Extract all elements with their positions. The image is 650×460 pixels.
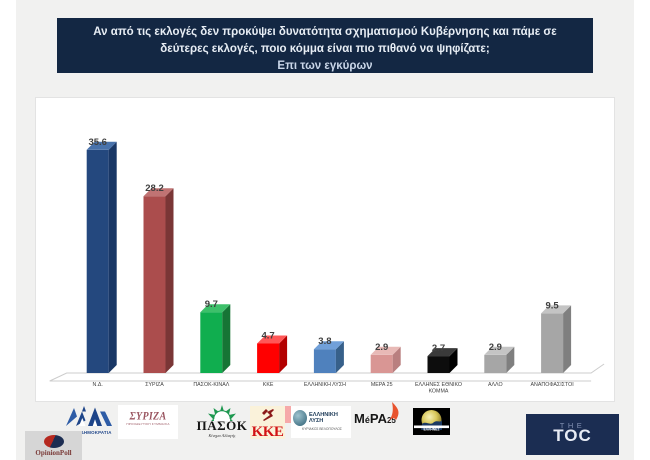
svg-text:2.9: 2.9 (489, 342, 502, 353)
svg-text:ΜΕΡΑ 25: ΜΕΡΑ 25 (371, 382, 393, 388)
svg-text:2.7: 2.7 (432, 343, 445, 354)
svg-text:35.6: 35.6 (88, 137, 107, 148)
svg-text:Ν.Δ.: Ν.Δ. (93, 382, 103, 388)
svg-text:ΕΛΛΗΝΙΚΗ ΛΥΣΗ: ΕΛΛΗΝΙΚΗ ΛΥΣΗ (304, 382, 346, 388)
svg-text:4.7: 4.7 (261, 331, 274, 342)
svg-text:ΕΛΛΗΝΕΣ ΕΘΝΙΚΟ: ΕΛΛΗΝΕΣ ΕΘΝΙΚΟ (415, 382, 462, 388)
svg-text:ΕΛΛΗΝΕΣ: ΕΛΛΗΝΕΣ (424, 428, 440, 432)
svg-text:ΚΚΕ: ΚΚΕ (263, 382, 274, 388)
svg-text:28.2: 28.2 (145, 183, 164, 194)
svg-text:ΑΛΛΟ: ΑΛΛΟ (488, 382, 503, 388)
svg-text:ΚΟΜΜΑ: ΚΟΜΜΑ (429, 389, 449, 395)
svg-text:9.5: 9.5 (545, 300, 559, 311)
svg-text:2.9: 2.9 (375, 342, 388, 353)
svg-text:ΑΝΑΠΟΦΑΣΙΣΤΟΙ: ΑΝΑΠΟΦΑΣΙΣΤΟΙ (530, 382, 573, 388)
svg-text:3.8: 3.8 (318, 336, 331, 347)
svg-text:9.7: 9.7 (205, 299, 218, 310)
svg-text:ΣΥΡΙΖΑ: ΣΥΡΙΖΑ (145, 382, 164, 388)
svg-text:ΠΑΣΟΚ-ΚΙΝΑΛ: ΠΑΣΟΚ-ΚΙΝΑΛ (193, 382, 229, 388)
